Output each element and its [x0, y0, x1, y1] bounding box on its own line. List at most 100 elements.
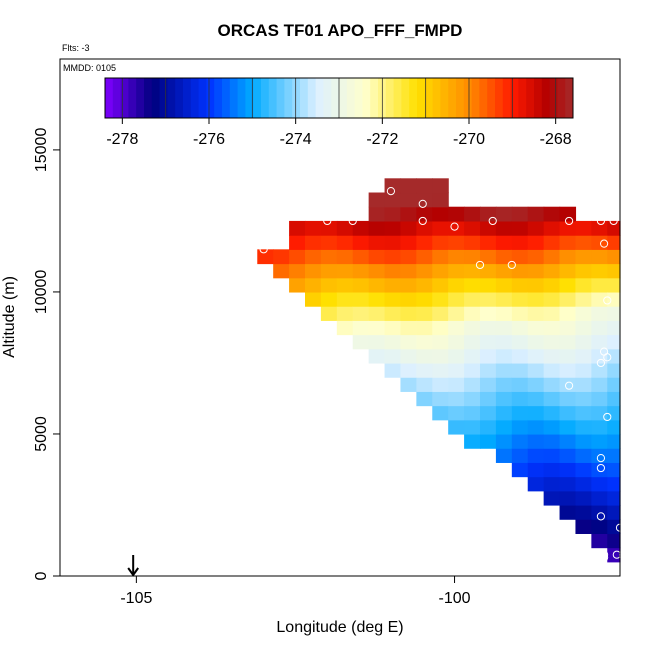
heatmap-cell [305, 235, 322, 250]
heatmap-cell [495, 249, 513, 265]
heatmap-cell [448, 405, 465, 421]
colorbar-swatch [346, 78, 356, 118]
heatmap-cell [559, 419, 577, 435]
heatmap-cell [527, 235, 545, 250]
heatmap-cell [400, 362, 417, 378]
heatmap-cell [495, 220, 513, 236]
colorbar-swatch [510, 78, 519, 118]
heatmap-cell [495, 362, 513, 378]
colorbar-swatch [323, 78, 332, 118]
heatmap-cell [464, 419, 481, 435]
heatmap-cell [607, 291, 621, 307]
heatmap-cell [448, 235, 465, 250]
heatmap-cell [400, 377, 417, 392]
heatmap-cell [368, 263, 386, 279]
heatmap-cell [543, 235, 561, 250]
colorbar-tick-label: -276 [193, 131, 225, 148]
heatmap-cell [607, 362, 621, 378]
heatmap-cell [591, 263, 608, 279]
heatmap-cell [289, 249, 306, 265]
heatmap-cell [511, 220, 529, 236]
heatmap-cell [495, 235, 513, 250]
heatmap-cell [336, 249, 354, 265]
heatmap-cell [480, 306, 497, 321]
heatmap-cell [400, 334, 417, 350]
heatmap-cell [384, 277, 402, 293]
heatmap-cell [591, 433, 608, 449]
heatmap-cell [432, 334, 449, 350]
heatmap-cell [575, 490, 592, 506]
heatmap-cell [527, 206, 545, 222]
heatmap-cell [400, 178, 417, 194]
heatmap-cell [416, 334, 433, 350]
heatmap-cell [416, 178, 433, 194]
y-tick-label: 15000 [33, 128, 50, 173]
heatmap-cell [495, 306, 513, 321]
heatmap-cell [464, 277, 481, 293]
colorbar-tick-label: -274 [280, 131, 312, 148]
colorbar-tick-label: -270 [453, 131, 485, 148]
heatmap-cell [495, 277, 513, 293]
colorbar-swatch [198, 78, 207, 118]
y-tick-label: 10000 [33, 270, 50, 315]
heatmap-cell [432, 192, 449, 208]
colorbar-swatch [370, 78, 379, 118]
heatmap-cell [575, 291, 592, 307]
heatmap-cell [495, 419, 513, 435]
colorbar-tick-label: -272 [366, 131, 398, 148]
colorbar-swatch [541, 78, 551, 118]
heatmap-cell [432, 377, 449, 392]
colorbar-tick-label: -278 [106, 131, 138, 148]
colorbar-swatch [300, 78, 309, 118]
heatmap-cell [432, 320, 449, 336]
heatmap-cell [559, 320, 577, 336]
heatmap-cell [591, 419, 608, 435]
heatmap-cell [591, 448, 608, 463]
colorbar-swatch [268, 78, 278, 118]
heatmap-cell [416, 235, 433, 250]
colorbar-swatch [534, 78, 543, 118]
colorbar-swatch [549, 78, 558, 118]
heatmap-cell [495, 320, 513, 336]
heatmap-cell [400, 220, 417, 236]
heatmap-cell [320, 306, 338, 321]
heatmap-cell [273, 263, 290, 279]
heatmap-cell [527, 377, 545, 392]
heatmap-cell [607, 334, 621, 350]
heatmap-cell [591, 391, 608, 407]
heatmap-cell [559, 249, 577, 265]
heatmap-cell [448, 263, 465, 279]
heatmap-cell [559, 504, 577, 520]
heatmap-cell [591, 249, 608, 265]
heatmap-cell [543, 206, 561, 222]
heatmap-cell [575, 504, 592, 520]
flight-point [599, 553, 609, 562]
colorbar-swatch [276, 78, 285, 118]
colorbar-swatch [105, 78, 114, 118]
heatmap-cell [416, 192, 433, 208]
colorbar-swatch [471, 78, 480, 118]
heatmap-cell [543, 490, 561, 506]
heatmap-cell [511, 433, 529, 449]
heatmap-cell [320, 220, 338, 236]
heatmap-cell [305, 263, 322, 279]
colorbar-swatch [557, 78, 566, 118]
heatmap-cell [448, 391, 465, 407]
heatmap-cell [511, 362, 529, 378]
heatmap-cell [368, 192, 386, 208]
heatmap-cell [559, 462, 577, 478]
heatmap-cell [448, 362, 465, 378]
heatmap-cell [495, 391, 513, 407]
heatmap-cell [464, 291, 481, 307]
heatmap-cell [495, 405, 513, 421]
colorbar-swatch [362, 78, 371, 118]
colorbar-swatch [206, 78, 215, 118]
colorbar-swatch [448, 78, 457, 118]
heatmap-cell [432, 348, 449, 364]
colorbar-swatch [190, 78, 200, 118]
heatmap-cell [543, 419, 561, 435]
heatmap-cell [591, 519, 608, 534]
heatmap-cell [320, 235, 338, 250]
heatmap-cell [352, 291, 370, 307]
heatmap-cell [591, 533, 608, 549]
